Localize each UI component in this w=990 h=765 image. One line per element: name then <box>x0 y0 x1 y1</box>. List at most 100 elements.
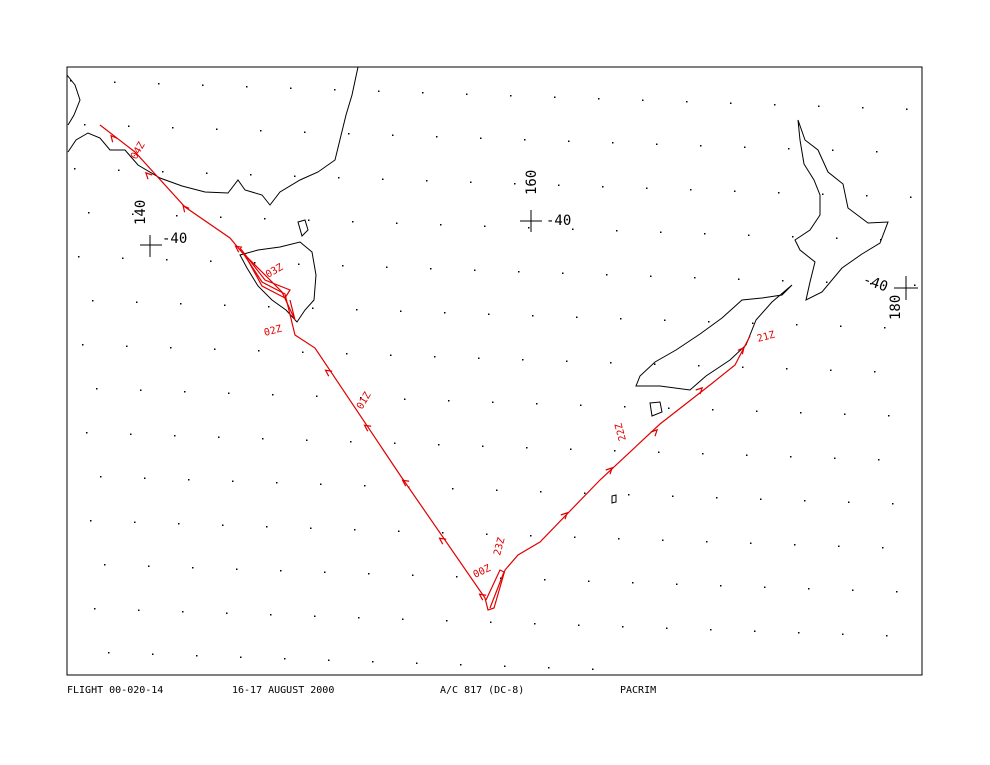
footer-aircraft: A/C 817 (DC-8) <box>440 685 524 696</box>
grid-dot <box>492 401 494 403</box>
grid-dot <box>402 618 404 620</box>
direction-arrow <box>401 479 410 487</box>
grid-dot <box>514 183 516 185</box>
grid-dot <box>706 541 708 543</box>
grid-dot <box>196 655 198 657</box>
grid-dot <box>840 325 842 327</box>
australia-coast-west <box>66 74 81 126</box>
grid-cross <box>894 276 918 300</box>
grid-dot <box>528 227 530 229</box>
grid-dot <box>654 363 656 365</box>
grid-dot <box>128 125 130 127</box>
grid-dot <box>580 404 582 406</box>
grid-dot <box>794 544 796 546</box>
grid-dot <box>592 668 594 670</box>
grid-dot <box>440 224 442 226</box>
grid-dot <box>354 529 356 531</box>
grid-dot <box>412 574 414 576</box>
grid-dot <box>738 278 740 280</box>
grid-dot <box>562 272 564 274</box>
grid-dot <box>222 524 224 526</box>
grid-dot <box>232 480 234 482</box>
grid-dot <box>210 260 212 262</box>
direction-arrow <box>737 346 745 355</box>
grid-dot <box>798 632 800 634</box>
island <box>297 219 309 237</box>
grid-dot <box>774 104 776 106</box>
grid-dot <box>352 221 354 223</box>
grid-dot <box>704 233 706 235</box>
grid-dot <box>434 356 436 358</box>
grid-dot <box>162 171 164 173</box>
grid-dot <box>518 271 520 273</box>
footer-flight: FLIGHT 00-020-14 <box>67 685 163 696</box>
grid-dot <box>870 283 872 285</box>
grid-dot <box>570 448 572 450</box>
grid-dot <box>166 259 168 261</box>
longitude-label: 180 <box>888 295 904 320</box>
grid-dot <box>504 665 506 667</box>
grid-dot <box>522 359 524 361</box>
grid-dot <box>452 488 454 490</box>
grid-dot <box>460 664 462 666</box>
grid-dot <box>808 588 810 590</box>
grid-dot <box>350 441 352 443</box>
grid-dot <box>470 181 472 183</box>
grid-dot <box>702 453 704 455</box>
grid-dot <box>574 536 576 538</box>
grid-dot <box>490 621 492 623</box>
grid-dot <box>182 611 184 613</box>
grid-dot <box>108 652 110 654</box>
grid-dot <box>134 521 136 523</box>
grid-dot <box>184 391 186 393</box>
latitude-label: -40 <box>546 213 571 229</box>
grid-dot <box>566 360 568 362</box>
grid-dot <box>254 262 256 264</box>
direction-arrow <box>650 428 659 437</box>
grid-dot <box>914 284 916 286</box>
grid-dot <box>656 143 658 145</box>
grid-dot <box>838 545 840 547</box>
grid-dot <box>548 667 550 669</box>
grid-dot <box>114 81 116 83</box>
grid-cross <box>140 235 162 257</box>
grid-dot <box>876 151 878 153</box>
grid-dot <box>284 658 286 660</box>
grid-dot <box>660 231 662 233</box>
grid-dot <box>118 169 120 171</box>
grid-dot <box>382 178 384 180</box>
grid-dot <box>276 482 278 484</box>
stewart-island <box>649 401 663 417</box>
grid-dot <box>782 280 784 282</box>
grid-dot <box>496 489 498 491</box>
direction-arrow <box>324 369 333 377</box>
grid-dot <box>578 624 580 626</box>
grid-dot <box>448 400 450 402</box>
grid-dot <box>92 300 94 302</box>
grid-dot <box>126 345 128 347</box>
grid-dot <box>748 234 750 236</box>
grid-dot <box>588 580 590 582</box>
grid-dot <box>262 438 264 440</box>
grid-dot <box>754 630 756 632</box>
grid-dot <box>140 389 142 391</box>
grid-dot <box>430 268 432 270</box>
grid-dot <box>338 177 340 179</box>
grid-dot <box>554 96 556 98</box>
grid-dot <box>742 366 744 368</box>
grid-dot <box>800 412 802 414</box>
footer-mission: PACRIM <box>620 685 656 696</box>
grid-dot <box>650 275 652 277</box>
grid-dot <box>104 564 106 566</box>
grid-dot <box>188 479 190 481</box>
grid-dot <box>486 533 488 535</box>
grid-dot <box>398 530 400 532</box>
grid-cross <box>520 210 542 232</box>
grid-dot <box>576 316 578 318</box>
grid-dot <box>466 93 468 95</box>
time-label: 02Z <box>263 324 283 339</box>
direction-arrow <box>182 204 190 213</box>
grid-dot <box>176 215 178 217</box>
grid-dot <box>178 523 180 525</box>
